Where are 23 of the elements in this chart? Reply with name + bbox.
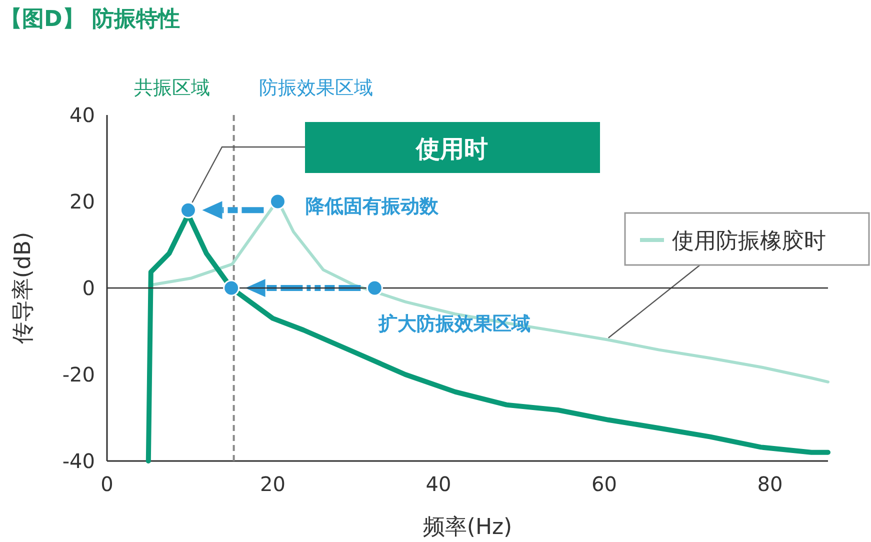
y-tick-label: 0 bbox=[82, 276, 95, 300]
text: 使用时 bbox=[415, 135, 488, 163]
y-tick-label: 40 bbox=[70, 103, 95, 127]
text: 防振效果区域 bbox=[258, 77, 373, 99]
y-tick-label: -20 bbox=[62, 362, 95, 386]
x-tick-label: 20 bbox=[260, 472, 286, 496]
x-tick-label: 60 bbox=[592, 472, 617, 496]
x-tick-label: 40 bbox=[426, 472, 452, 496]
y-tick-label: 20 bbox=[70, 190, 95, 214]
point bbox=[269, 193, 286, 210]
x-tick-label: 0 bbox=[100, 472, 114, 496]
x-tick-label: 80 bbox=[757, 472, 783, 496]
y-tick-label: -40 bbox=[62, 449, 95, 473]
y-axis-title: 传导率(dB) bbox=[11, 232, 36, 344]
chart-title: 【图D】 防振特性 bbox=[0, 7, 180, 32]
annotation: 降低固有振动数 bbox=[306, 196, 440, 218]
annotation: 扩大防振效果区域 bbox=[378, 313, 531, 335]
point bbox=[366, 280, 383, 296]
text: 共振区域 bbox=[134, 77, 210, 99]
legend-label: 使用防振橡胶时 bbox=[672, 229, 826, 254]
x-axis-title: 频率(Hz) bbox=[422, 515, 512, 540]
point bbox=[180, 202, 196, 218]
point bbox=[223, 280, 240, 296]
